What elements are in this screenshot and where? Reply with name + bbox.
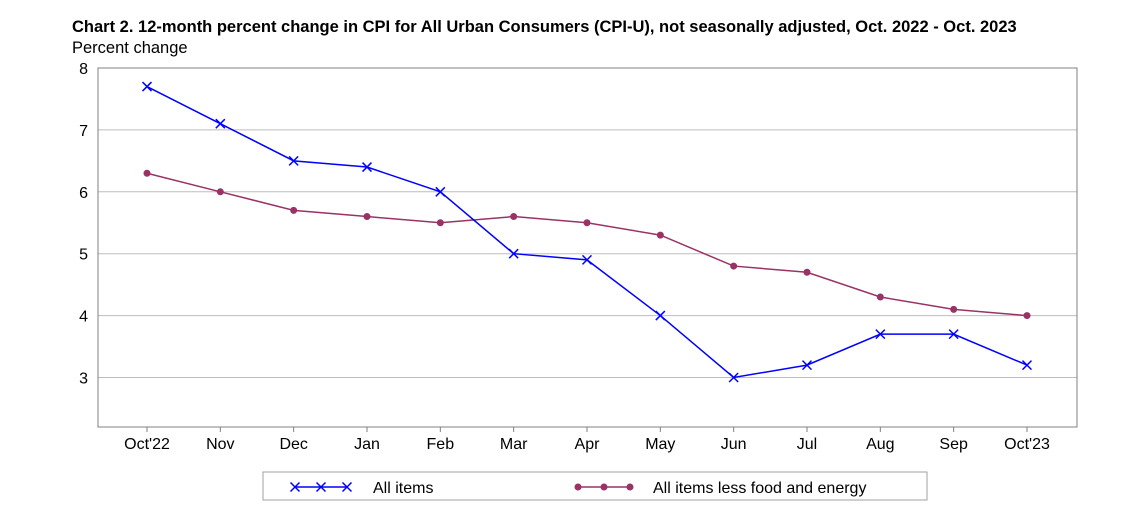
data-point — [508, 248, 519, 259]
x-marker-stroke — [215, 118, 226, 129]
x-tick-label: Dec — [279, 436, 307, 453]
data-point — [215, 118, 226, 129]
data-point — [435, 186, 446, 197]
legend-marker — [574, 483, 582, 491]
data-point — [728, 372, 739, 383]
x-tick-label: Jan — [354, 436, 380, 453]
x-tick-label: Oct'23 — [1004, 436, 1050, 453]
data-point — [141, 81, 153, 92]
legend-label: All items less food and energy — [653, 480, 866, 497]
data-point — [581, 254, 593, 265]
data-point — [363, 213, 371, 221]
data-point — [656, 231, 664, 239]
x-marker-stroke — [508, 248, 519, 259]
x-marker-stroke — [435, 186, 446, 197]
y-tick-label: 8 — [79, 61, 88, 78]
x-marker-stroke — [361, 162, 373, 173]
data-point — [803, 268, 811, 276]
series-line-core — [146, 172, 1028, 317]
legend-marker — [289, 481, 301, 493]
x-tick-label: Aug — [866, 436, 894, 453]
x-tick-label: Jul — [797, 436, 817, 453]
data-point — [950, 305, 958, 313]
x-marker-stroke — [341, 481, 353, 493]
x-marker-stroke — [288, 155, 299, 166]
x-tick-label: Apr — [575, 436, 601, 453]
data-point — [361, 162, 373, 173]
x-marker-stroke — [289, 481, 301, 493]
x-marker-stroke — [728, 372, 739, 383]
y-axis-label: Percent change — [72, 39, 188, 57]
y-tick-label: 4 — [79, 309, 88, 326]
legend-marker — [600, 483, 608, 491]
x-tick-label: Feb — [427, 436, 455, 453]
x-marker-stroke — [875, 329, 886, 340]
legend-label: All items — [373, 480, 433, 497]
x-tick-label: Oct'22 — [124, 436, 170, 453]
x-marker-stroke — [801, 360, 813, 371]
x-marker-stroke — [948, 329, 959, 340]
data-point — [216, 188, 224, 196]
legend-marker — [626, 483, 634, 491]
y-tick-label: 5 — [79, 247, 88, 264]
data-point — [288, 155, 299, 166]
x-tick-label: Nov — [206, 436, 234, 453]
data-point — [1023, 312, 1031, 320]
data-point — [143, 169, 151, 177]
y-tick-label: 3 — [79, 370, 88, 387]
data-point — [655, 310, 666, 321]
data-point — [801, 360, 813, 371]
y-tick-label: 7 — [79, 123, 88, 140]
chart-title: Chart 2. 12-month percent change in CPI … — [72, 18, 1017, 36]
data-point — [290, 206, 298, 214]
x-tick-label: Sep — [939, 436, 968, 453]
plot-area — [97, 67, 1078, 428]
x-tick-label: Mar — [500, 436, 528, 453]
x-marker-stroke — [141, 81, 153, 92]
x-tick-label: Jun — [721, 436, 747, 453]
data-point — [876, 293, 884, 301]
data-point — [510, 213, 518, 221]
legend-marker — [315, 481, 327, 493]
x-marker-stroke — [581, 254, 593, 265]
legend-marker — [341, 481, 353, 493]
data-point — [583, 219, 591, 227]
x-marker-stroke — [655, 310, 666, 321]
data-point — [948, 329, 959, 340]
legend-box — [262, 471, 928, 501]
data-point — [1021, 360, 1033, 371]
x-marker-stroke — [1021, 360, 1033, 371]
x-marker-stroke — [315, 481, 327, 493]
data-point — [730, 262, 738, 270]
data-point — [875, 329, 886, 340]
x-tick-label: May — [645, 436, 675, 453]
y-tick-label: 6 — [79, 185, 88, 202]
data-point — [436, 219, 444, 227]
